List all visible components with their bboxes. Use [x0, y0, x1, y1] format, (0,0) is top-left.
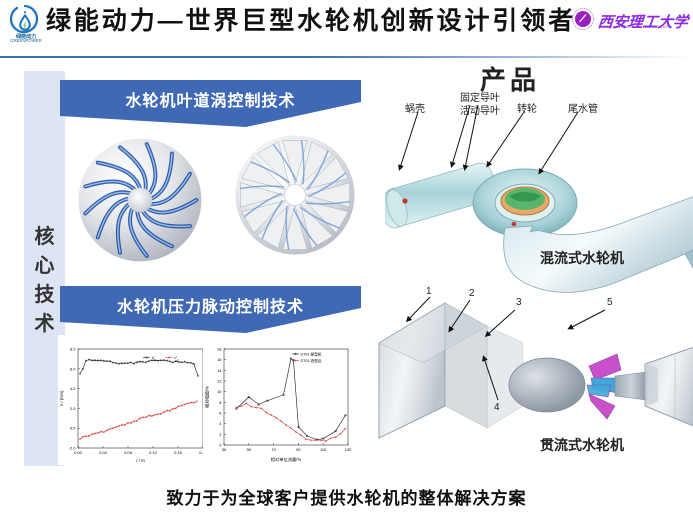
svg-text:4.0: 4.0: [70, 386, 76, 391]
svg-text:DT01-改型后: DT01-改型后: [301, 358, 322, 363]
svg-text:16: 16: [217, 357, 222, 362]
svg-text:10: 10: [217, 389, 222, 394]
svg-text:110: 110: [320, 447, 327, 452]
svg-text:30: 30: [222, 447, 227, 452]
svg-text:0.16: 0.16: [174, 450, 183, 455]
svg-text:6.0: 6.0: [70, 366, 76, 371]
svg-text:0.00: 0.00: [74, 450, 83, 455]
svg-text:130: 130: [345, 447, 352, 452]
svg-text:70: 70: [271, 447, 276, 452]
svg-text:0.08: 0.08: [124, 450, 133, 455]
svg-text:90: 90: [296, 447, 301, 452]
svg-text:相对幅值/%: 相对幅值/%: [204, 386, 211, 408]
svg-text:V / (m/s): V / (m/s): [59, 390, 64, 407]
svg-text:相对单位流量/%: 相对单位流量/%: [271, 456, 302, 463]
svg-text:2.0: 2.0: [70, 406, 76, 411]
svg-text:8.0: 8.0: [70, 347, 76, 352]
svg-text:14: 14: [217, 368, 222, 373]
svg-text:0.04: 0.04: [99, 450, 108, 455]
svg-text:0.12: 0.12: [149, 450, 158, 455]
svg-text:-2.0: -2.0: [69, 446, 77, 451]
svg-text:50: 50: [247, 447, 252, 452]
svg-text:18: 18: [217, 347, 222, 352]
svg-text:12: 12: [217, 379, 222, 384]
svg-text:r / m: r / m: [136, 458, 145, 463]
svg-text:DT01-原型机: DT01-原型机: [301, 352, 322, 357]
svg-text:0.0: 0.0: [70, 426, 76, 431]
